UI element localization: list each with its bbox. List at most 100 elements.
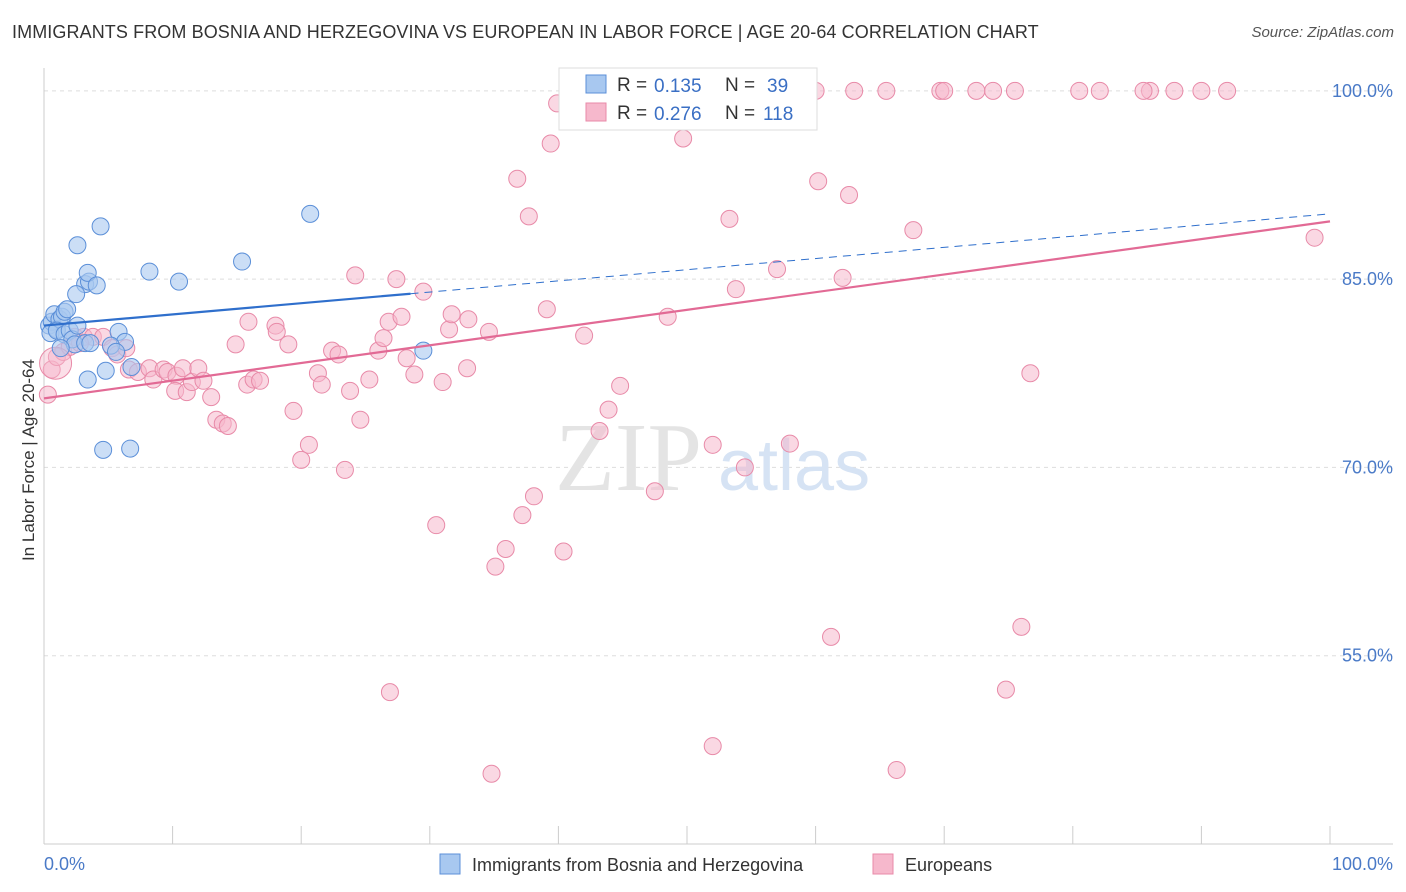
europe-point <box>984 81 1003 100</box>
europe-point <box>822 627 841 646</box>
trend-lines <box>43 213 1331 400</box>
chart-title: IMMIGRANTS FROM BOSNIA AND HERZEGOVINA V… <box>12 22 1039 42</box>
gridlines <box>44 90 1393 657</box>
y-tick-label-100: 100.0% <box>1332 81 1393 101</box>
stats-n-label-bosnia: N = <box>725 75 755 96</box>
bosnia-point <box>81 334 100 353</box>
europe-point <box>1070 81 1089 100</box>
axes <box>43 68 1393 845</box>
x-tick-labels: 0.0% 100.0% <box>44 854 1393 874</box>
europe-point <box>1021 364 1040 383</box>
europe-point <box>519 207 538 226</box>
stats-legend: R = 0.135 N = 39 R = 0.276 N = 118 <box>558 67 818 131</box>
stats-r-value-bosnia: 0.135 <box>654 76 702 97</box>
europe-point <box>427 516 446 535</box>
europe-point <box>575 326 594 345</box>
europe-point <box>202 388 221 407</box>
bosnia-points <box>40 204 433 459</box>
europe-point <box>486 557 505 576</box>
europe-point <box>645 482 664 501</box>
europe-point <box>935 81 954 100</box>
stats-r-value-europe: 0.276 <box>654 104 702 125</box>
bosnia-point <box>121 439 140 458</box>
europe-point <box>1005 81 1024 100</box>
europe-point <box>387 270 406 289</box>
europe-point <box>374 329 393 348</box>
europe-point <box>1165 81 1184 100</box>
europe-trend-line <box>43 220 1331 400</box>
europe-point <box>226 335 245 354</box>
stats-n-value-bosnia: 39 <box>767 76 788 97</box>
europe-point <box>735 458 754 477</box>
europe-point <box>341 381 360 400</box>
stats-r-label-europe: R = <box>617 103 647 124</box>
europe-point <box>674 129 693 148</box>
stats-r-label-bosnia: R = <box>617 75 647 96</box>
europe-point <box>392 307 411 326</box>
europe-points <box>38 81 1324 783</box>
legend-label-bosnia: Immigrants from Bosnia and Herzegovina <box>472 855 804 875</box>
europe-point <box>726 280 745 299</box>
y-tick-label-85: 85.0% <box>1342 269 1393 289</box>
x-tick-label-min: 0.0% <box>44 854 85 874</box>
bosnia-point <box>233 252 252 271</box>
europe-point <box>239 312 258 331</box>
bosnia-point <box>78 370 97 389</box>
europe-point <box>833 268 852 287</box>
y-tick-label-55: 55.0% <box>1342 646 1393 666</box>
series-legend: Immigrants from Bosnia and Herzegovina E… <box>439 853 992 875</box>
bosnia-point <box>58 300 77 319</box>
europe-point <box>335 460 354 479</box>
europe-point <box>458 359 477 378</box>
bosnia-point <box>96 361 115 380</box>
europe-point <box>329 345 348 364</box>
europe-point <box>996 680 1015 699</box>
y-tick-labels: 55.0% 70.0% 85.0% 100.0% <box>1332 81 1393 666</box>
europe-point <box>780 434 799 453</box>
europe-point <box>442 305 461 324</box>
europe-point <box>496 540 515 559</box>
europe-point <box>887 760 906 779</box>
europe-point <box>292 450 311 469</box>
europe-point <box>541 134 560 153</box>
bosnia-point <box>140 262 159 281</box>
x-tick-label-max: 100.0% <box>1332 854 1393 874</box>
europe-point <box>1192 81 1211 100</box>
bosnia-point <box>94 440 113 459</box>
europe-point <box>433 373 452 392</box>
europe-point <box>508 169 527 188</box>
europe-point <box>218 416 237 435</box>
legend-swatch-europe <box>872 853 894 875</box>
bosnia-trend-line-solid <box>43 292 411 327</box>
europe-point <box>967 81 986 100</box>
europe-point <box>267 322 286 341</box>
bosnia-point <box>87 276 106 295</box>
bosnia-point <box>91 217 110 236</box>
bosnia-trend-line-dashed <box>410 213 1331 295</box>
europe-point <box>1012 617 1031 636</box>
europe-point <box>590 422 609 441</box>
europe-point <box>405 365 424 384</box>
europe-point <box>360 370 379 389</box>
europe-point <box>720 209 739 228</box>
europe-point <box>845 81 864 100</box>
bosnia-point <box>107 342 126 361</box>
bosnia-point <box>67 285 86 304</box>
legend-label-europe: Europeans <box>905 855 992 875</box>
europe-point <box>380 683 399 702</box>
europe-point <box>279 335 298 354</box>
europe-point <box>703 435 722 454</box>
europe-point <box>599 400 618 419</box>
europe-point <box>397 349 416 368</box>
bosnia-point <box>170 272 189 291</box>
europe-point <box>459 310 478 329</box>
europe-point <box>768 260 787 279</box>
europe-point <box>1218 81 1237 100</box>
europe-point <box>38 385 57 404</box>
europe-point <box>809 172 828 191</box>
europe-point <box>440 320 459 339</box>
europe-point <box>1305 228 1324 247</box>
europe-point <box>554 542 573 561</box>
europe-point <box>482 764 501 783</box>
europe-point <box>251 371 270 390</box>
